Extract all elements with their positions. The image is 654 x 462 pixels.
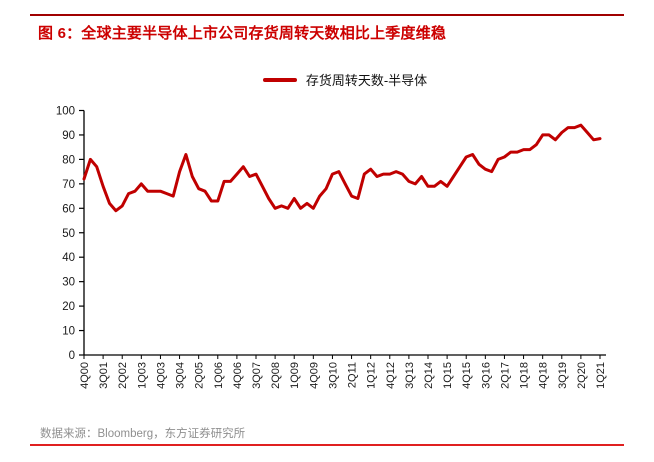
svg-text:90: 90 (62, 130, 75, 142)
svg-text:2Q05: 2Q05 (194, 362, 206, 389)
axes (83, 110, 606, 356)
svg-text:30: 30 (62, 277, 75, 289)
svg-text:2Q08: 2Q08 (270, 362, 282, 389)
svg-text:1Q03: 1Q03 (136, 362, 148, 389)
svg-text:4Q12: 4Q12 (385, 362, 397, 389)
svg-text:1Q15: 1Q15 (442, 362, 454, 389)
svg-text:4Q18: 4Q18 (538, 362, 550, 389)
svg-text:1Q09: 1Q09 (289, 362, 301, 389)
legend-line-swatch (262, 77, 297, 82)
svg-text:80: 80 (62, 154, 75, 166)
top-divider-rule (30, 14, 624, 16)
svg-text:3Q04: 3Q04 (175, 362, 187, 389)
svg-text:1Q18: 1Q18 (519, 362, 531, 389)
legend-series-label: 存货周转天数-半导体 (305, 73, 428, 88)
svg-text:4Q03: 4Q03 (155, 362, 167, 389)
svg-text:3Q07: 3Q07 (251, 362, 263, 389)
x-axis-ticks: 4Q00 3Q01 2Q02 1Q03 4Q03 3Q04 2Q05 1Q06 4Q06 3Q07… (79, 355, 607, 389)
series-line (82, 123, 602, 213)
svg-text:3Q16: 3Q16 (480, 362, 492, 389)
svg-text:1Q06: 1Q06 (213, 362, 225, 389)
svg-text:70: 70 (62, 179, 75, 191)
bottom-divider-rule (30, 444, 624, 446)
svg-text:2Q11: 2Q11 (347, 362, 359, 388)
svg-text:1Q21: 1Q21 (595, 362, 607, 389)
svg-text:2Q14: 2Q14 (423, 362, 435, 389)
svg-text:1Q12: 1Q12 (366, 362, 378, 389)
svg-text:50: 50 (62, 228, 75, 240)
svg-text:3Q10: 3Q10 (327, 362, 339, 389)
svg-text:20: 20 (62, 301, 75, 313)
data-source-note: 数据来源：Bloomberg，东方证券研究所 (40, 428, 246, 440)
svg-text:60: 60 (62, 203, 75, 215)
svg-text:4Q15: 4Q15 (461, 362, 473, 389)
svg-text:4Q09: 4Q09 (308, 362, 320, 389)
svg-text:3Q13: 3Q13 (404, 362, 416, 389)
legend: 存货周转天数-半导体 (84, 70, 606, 89)
svg-text:2Q02: 2Q02 (117, 362, 129, 389)
svg-text:3Q19: 3Q19 (557, 362, 569, 389)
svg-text:0: 0 (69, 350, 75, 362)
svg-text:2Q20: 2Q20 (576, 362, 588, 389)
svg-text:4Q06: 4Q06 (232, 362, 244, 389)
svg-text:2Q17: 2Q17 (499, 362, 511, 389)
svg-text:40: 40 (62, 252, 75, 264)
figure-title: 图 6：全球主要半导体上市公司存货周转天数相比上季度维稳 (38, 25, 447, 42)
svg-text:10: 10 (62, 326, 75, 338)
svg-text:100: 100 (56, 106, 75, 118)
svg-text:3Q01: 3Q01 (98, 362, 110, 389)
svg-text:4Q00: 4Q00 (79, 362, 91, 389)
y-axis-ticks: 0 10 20 30 40 50 60 70 80 90 100 (56, 106, 84, 362)
